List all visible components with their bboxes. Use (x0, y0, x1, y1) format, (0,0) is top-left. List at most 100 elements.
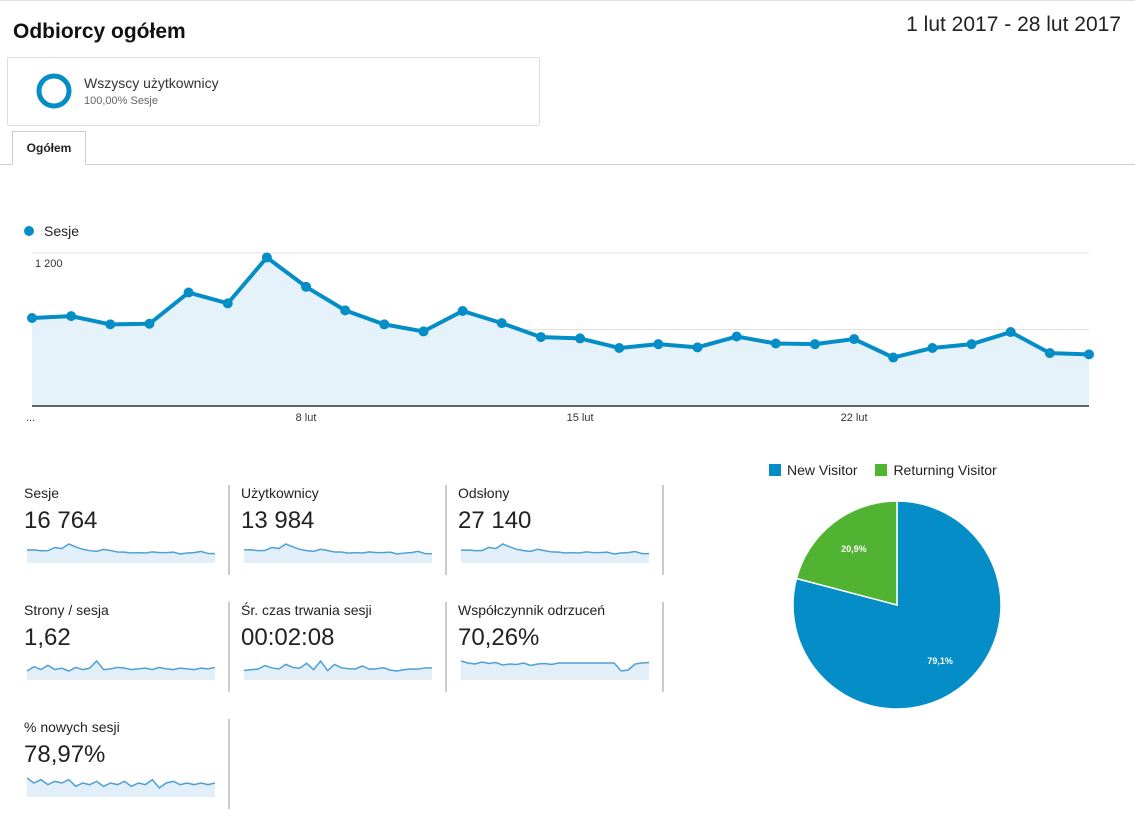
sparkline-area (461, 661, 649, 680)
visitor-type-pie-chart[interactable]: 79,1% 20,9% (790, 498, 1004, 712)
metric-divider (228, 602, 230, 692)
legend-new-visitor-label: New Visitor (787, 462, 858, 478)
x-tick-label: 8 lut (296, 412, 317, 424)
data-point[interactable] (849, 334, 860, 345)
data-point[interactable] (614, 342, 625, 353)
pie-slice[interactable] (795, 500, 898, 606)
metric-divider (445, 602, 447, 692)
metric-divider (228, 719, 230, 809)
metric-value: 00:02:08 (241, 624, 335, 651)
data-point[interactable] (183, 287, 194, 298)
data-point[interactable] (927, 342, 938, 353)
data-point[interactable] (575, 333, 586, 344)
metric-label: Użytkownicy (241, 485, 319, 501)
x-tick-label: 22 lut (841, 412, 868, 424)
pie-slice[interactable] (792, 500, 1002, 710)
legend-returning-visitor[interactable]: Returning Visitor (875, 462, 997, 478)
segment-card[interactable]: Wszyscy użytkownicy 100,00% Sesje (7, 57, 540, 126)
data-point[interactable] (1044, 348, 1055, 359)
page-title: Odbiorcy ogółem (13, 20, 186, 43)
data-point[interactable] (340, 305, 351, 316)
sparkline-area (244, 544, 432, 563)
metric-tile[interactable]: Współczynnik odrzuceń 70,26% (458, 602, 664, 692)
data-point[interactable] (418, 326, 429, 337)
metric-label: Sesje (24, 485, 60, 501)
metric-label: Odsłony (458, 485, 510, 501)
data-point[interactable] (888, 352, 899, 363)
date-range-picker[interactable]: 1 lut 2017 - 28 lut 2017 (906, 13, 1121, 36)
series-area (32, 257, 1089, 406)
data-point[interactable] (535, 332, 546, 343)
metric-divider (662, 485, 664, 575)
metric-tile[interactable]: Śr. czas trwania sesji 00:02:08 (241, 602, 447, 692)
metric-tile[interactable]: Odsłony 27 140 (458, 485, 664, 575)
data-point[interactable] (457, 306, 468, 317)
top-border (0, 0, 1135, 1)
returning-visitor-swatch (875, 464, 888, 476)
data-point[interactable] (692, 342, 703, 353)
segment-name: Wszyscy użytkownicy (84, 75, 219, 91)
chart-legend[interactable]: Sesje (24, 223, 79, 239)
data-point[interactable] (1005, 327, 1016, 338)
metric-tile[interactable]: Sesje 16 764 (24, 485, 230, 575)
metric-value: 1,62 (24, 624, 71, 651)
pie-legend: New Visitor Returning Visitor (769, 462, 1011, 478)
sparkline-line (26, 659, 216, 672)
metric-sparkline (460, 543, 650, 563)
sparkline-area (461, 544, 649, 563)
metric-sparkline (26, 777, 216, 797)
new-visitor-swatch (769, 464, 781, 476)
legend-series-label: Sesje (44, 223, 80, 239)
data-point[interactable] (66, 311, 77, 322)
metric-sparkline (460, 660, 650, 680)
data-point[interactable] (496, 318, 507, 329)
data-point[interactable] (1084, 349, 1094, 360)
x-tick-label: ... (26, 412, 35, 424)
segment-ring-icon (36, 73, 72, 109)
tab-bar-divider (0, 164, 1135, 165)
series-line (31, 255, 1090, 360)
metric-sparkline (26, 659, 216, 680)
data-point[interactable] (809, 339, 820, 350)
data-point[interactable] (222, 298, 233, 309)
segment-sessions-share: 100,00% Sesje (84, 95, 158, 107)
sparkline-line (460, 543, 650, 555)
metric-label: Współczynnik odrzuceń (458, 602, 606, 618)
metric-label: Śr. czas trwania sesji (241, 602, 372, 618)
sparkline-line (243, 543, 433, 555)
y-tick-label: 1 200 (35, 258, 63, 270)
data-point[interactable] (301, 281, 312, 292)
data-point[interactable] (27, 313, 37, 324)
data-point[interactable] (261, 252, 272, 263)
metric-divider (445, 485, 447, 575)
metric-tile[interactable]: % nowych sesji 78,97% (24, 719, 230, 809)
sparkline-area (244, 661, 432, 680)
legend-returning-visitor-label: Returning Visitor (893, 462, 997, 478)
x-tick-label: 15 lut (567, 412, 594, 424)
data-point[interactable] (731, 331, 742, 342)
sparkline-area (27, 661, 215, 680)
metric-sparkline (243, 543, 433, 563)
data-point[interactable] (653, 339, 664, 350)
data-point[interactable] (770, 338, 781, 349)
pie-slice-label: 79,1% (927, 656, 953, 666)
sparkline-area (27, 544, 215, 563)
metric-label: Strony / sesja (24, 602, 109, 618)
metric-divider (228, 485, 230, 575)
metric-sparkline (26, 543, 216, 563)
sparkline-line (26, 777, 216, 790)
legend-new-visitor[interactable]: New Visitor (769, 462, 858, 478)
metric-tile[interactable]: Użytkownicy 13 984 (241, 485, 447, 575)
data-point[interactable] (144, 318, 155, 329)
tab-overall[interactable]: Ogółem (12, 131, 86, 165)
data-point[interactable] (379, 319, 390, 330)
metric-tile[interactable]: Strony / sesja 1,62 (24, 602, 230, 692)
metric-label: % nowych sesji (24, 719, 120, 735)
data-point[interactable] (966, 339, 977, 350)
metric-value: 27 140 (458, 507, 532, 534)
metric-value: 13 984 (241, 507, 315, 534)
sparkline-line (460, 660, 650, 672)
data-point[interactable] (105, 319, 116, 330)
series-dot-icon (24, 226, 34, 236)
